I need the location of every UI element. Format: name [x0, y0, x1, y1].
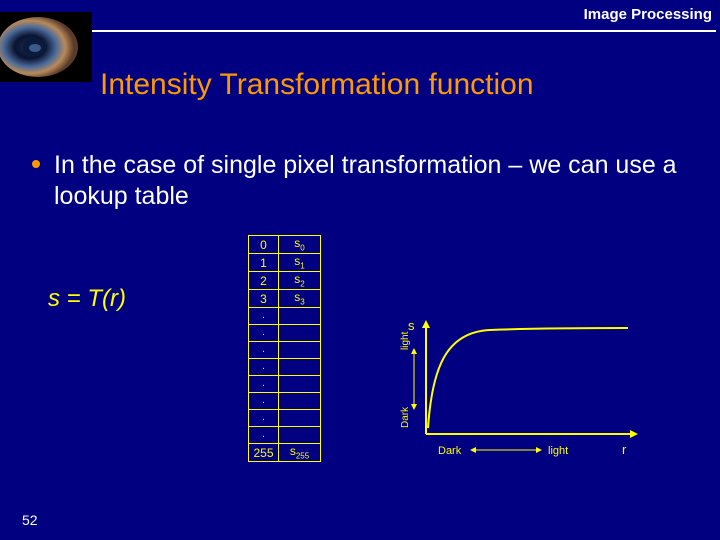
- formula-text: s = T(r): [48, 285, 126, 313]
- header-divider: [92, 30, 716, 32]
- lookup-table: 0s01s12s23s3........255s255: [248, 235, 321, 462]
- lookup-index: 1: [249, 254, 279, 272]
- lookup-value: s1: [279, 254, 321, 272]
- y-axis-dark-label: Dark: [400, 406, 411, 428]
- lookup-value-dots: [279, 410, 321, 427]
- table-row: 2s2: [249, 272, 321, 290]
- table-row: .: [249, 308, 321, 325]
- table-row: .: [249, 410, 321, 427]
- slide-title: Intensity Transformation function: [100, 68, 534, 102]
- lookup-value: s3: [279, 290, 321, 308]
- lookup-index-dots: .: [249, 308, 279, 325]
- nebula-thumbnail: [0, 12, 92, 82]
- lookup-value-dots: [279, 342, 321, 359]
- page-number: 52: [22, 512, 38, 528]
- table-row: .: [249, 427, 321, 444]
- lookup-value-dots: [279, 359, 321, 376]
- x-axis-dark-label: Dark: [438, 445, 462, 457]
- x-range-arrow-left-icon: [470, 447, 476, 453]
- table-row: .: [249, 376, 321, 393]
- bullet-text: In the case of single pixel transformati…: [32, 150, 700, 213]
- lookup-index-dots: .: [249, 427, 279, 444]
- lookup-index-dots: .: [249, 376, 279, 393]
- lookup-index: 255: [249, 444, 279, 462]
- bullet-dot-icon: [32, 160, 40, 168]
- lookup-index: 0: [249, 236, 279, 254]
- table-row: .: [249, 342, 321, 359]
- lookup-index-dots: .: [249, 325, 279, 342]
- table-row: .: [249, 393, 321, 410]
- y-axis-arrow-icon: [422, 320, 430, 328]
- y-label: s: [408, 318, 415, 333]
- transformation-curve: s light Dark Dark light r: [390, 310, 650, 480]
- y-range-arrow-bottom-icon: [411, 404, 417, 410]
- lookup-value-dots: [279, 393, 321, 410]
- y-range-arrow-top-icon: [411, 348, 417, 354]
- x-axis-light-label: light: [548, 445, 568, 457]
- lookup-value-dots: [279, 376, 321, 393]
- table-row: 255s255: [249, 444, 321, 462]
- table-row: 1s1: [249, 254, 321, 272]
- x-label: r: [622, 442, 627, 457]
- x-range-arrow-right-icon: [536, 447, 542, 453]
- bullet-item: In the case of single pixel transformati…: [32, 150, 700, 213]
- slide-header: Image Processing: [0, 0, 720, 44]
- table-row: .: [249, 325, 321, 342]
- lookup-value-dots: [279, 308, 321, 325]
- course-label: Image Processing: [584, 6, 712, 23]
- y-axis-light-label: light: [400, 331, 411, 350]
- lookup-index: 3: [249, 290, 279, 308]
- lookup-index-dots: .: [249, 342, 279, 359]
- lookup-index-dots: .: [249, 393, 279, 410]
- lookup-value: s255: [279, 444, 321, 462]
- curve-path: [428, 328, 628, 428]
- lookup-index-dots: .: [249, 359, 279, 376]
- lookup-index: 2: [249, 272, 279, 290]
- lookup-value: s0: [279, 236, 321, 254]
- table-row: 0s0: [249, 236, 321, 254]
- lookup-value-dots: [279, 427, 321, 444]
- lookup-value: s2: [279, 272, 321, 290]
- table-row: 3s3: [249, 290, 321, 308]
- table-row: .: [249, 359, 321, 376]
- lookup-value-dots: [279, 325, 321, 342]
- lookup-index-dots: .: [249, 410, 279, 427]
- x-axis-arrow-icon: [630, 430, 638, 438]
